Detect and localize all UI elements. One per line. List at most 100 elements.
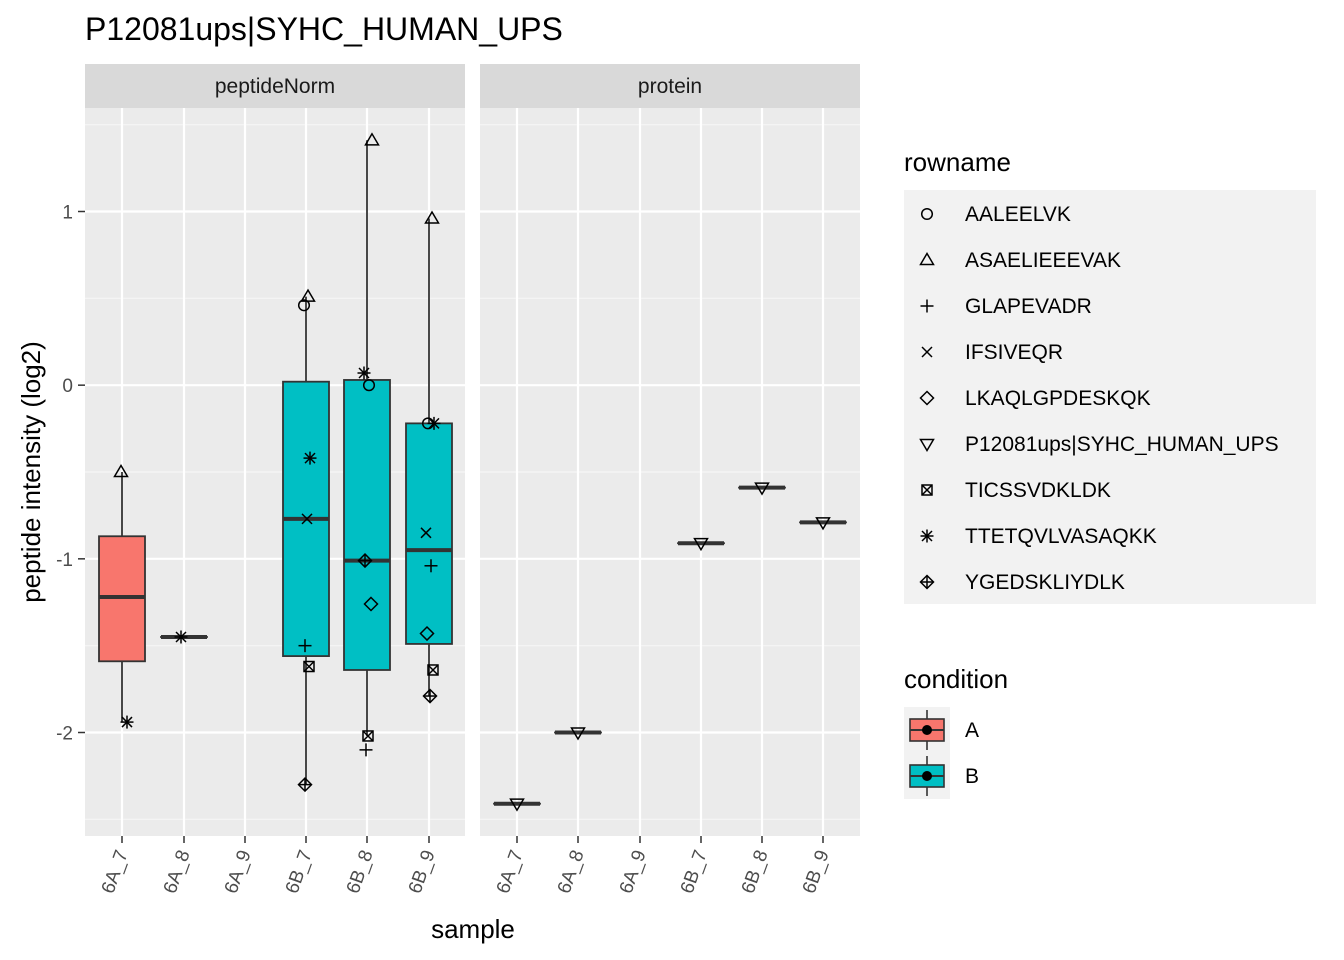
point-TTETQVLVASAQKK — [120, 715, 134, 729]
point-IFSIVEQR — [420, 527, 432, 539]
x-tick-label: 6A_7 — [98, 848, 133, 897]
legend-key — [909, 380, 945, 416]
point-ASAELIEEEVAK — [113, 464, 129, 478]
point-TTETQVLVASAQKK — [427, 416, 441, 430]
point-GLAPEVADR — [424, 559, 438, 573]
point-GLAPEVADR — [359, 743, 373, 757]
y-tick-label: 0 — [62, 376, 73, 397]
x-axis: 6A_7 6A_8 6A_9 6B_7 6B_8 6B_9 6A_7 6A_8 6A_9 6B_7… — [98, 836, 834, 896]
facet-panel-peptideNorm: peptideNorm — [85, 64, 465, 836]
point-TICSSVDKLDK-diag2 — [303, 660, 315, 673]
point-P12081ups-SYHC-HUMAN-UPS — [570, 727, 586, 741]
point-AALEELVK-circle — [362, 379, 376, 392]
facet-panel-protein: protein — [480, 64, 860, 836]
legend-symbol — [919, 574, 935, 590]
facet-strip — [85, 64, 465, 108]
point-YGEDSKLIYDLK — [297, 777, 313, 793]
legend-rowname-background — [904, 190, 1316, 604]
point-TICSSVDKLDK — [427, 664, 439, 676]
legend-condition-label: A — [965, 719, 979, 742]
point-TICSSVDKLDK-diag2 — [362, 730, 374, 742]
x-tick-label: 6B_8 — [738, 848, 773, 897]
point-TTETQVLVASAQKK-diag2 — [175, 631, 187, 643]
point-TTETQVLVASAQKK — [357, 366, 371, 380]
legend-rowname-label: TICSSVDKLDK — [965, 479, 1111, 502]
boxplot-peptideNorm-6B_9 — [405, 218, 453, 697]
boxplot-peptideNorm-6A_7 — [98, 472, 146, 723]
point-P12081ups-SYHC-HUMAN-UPS-triangle — [693, 537, 709, 552]
point-TICSSVDKLDK — [303, 660, 315, 673]
legend-condition-label: B — [965, 765, 979, 788]
x-tick-label: 6B_9 — [405, 848, 440, 897]
point-TICSSVDKLDK-square — [362, 730, 374, 742]
point-P12081ups-SYHC-HUMAN-UPS — [815, 517, 831, 531]
point-ASAELIEEEVAK-triangle — [424, 210, 440, 224]
legend-symbol — [921, 484, 933, 496]
legend-condition-key-B — [909, 756, 945, 796]
point-ASAELIEEEVAK — [424, 210, 440, 224]
legend-symbol-triangle — [919, 252, 935, 266]
y-tick-label: 1 — [62, 203, 73, 224]
legend-symbol — [921, 346, 933, 358]
legend-rowname-label: AALEELVK — [965, 203, 1071, 226]
x-tick-label: 6B_7 — [677, 848, 712, 897]
box-body — [343, 379, 391, 671]
legend-key — [909, 242, 945, 278]
point-P12081ups-SYHC-HUMAN-UPS-triangle — [754, 482, 770, 496]
legend-rowname: rowname AALEELVK ASAELIEEEVAK GLAPEVADR IFS… — [904, 147, 1316, 604]
legend-symbol-triangle — [919, 438, 935, 452]
legend-symbol — [920, 299, 934, 313]
point-ASAELIEEEVAK — [364, 132, 380, 146]
point-P12081ups-SYHC-HUMAN-UPS — [509, 798, 525, 812]
legend-symbol-diag2 — [921, 484, 933, 496]
x-tick-label: 6A_8 — [554, 848, 589, 897]
legend-key — [909, 426, 945, 462]
boxplot-peptideNorm-6B_7 — [282, 296, 330, 785]
facet-panels: peptideNorm protein — [85, 64, 860, 836]
point-IFSIVEQR-diag2 — [301, 513, 313, 525]
x-tick-label: 6B_9 — [799, 848, 834, 897]
legend-symbol — [920, 207, 934, 221]
x-tick-label: 6A_8 — [160, 848, 195, 897]
legend-symbol — [919, 438, 935, 452]
point-AALEELVK — [297, 299, 311, 312]
point-IFSIVEQR-diag2 — [420, 527, 432, 539]
facet-strip-label: protein — [638, 75, 702, 98]
point-YGEDSKLIYDLK — [422, 688, 438, 704]
point-TTETQVLVASAQKK-diag2 — [358, 367, 370, 379]
point-GLAPEVADR — [298, 639, 312, 653]
legend-rowname-label: P12081ups|SYHC_HUMAN_UPS — [965, 433, 1279, 456]
legend-symbol-square — [921, 484, 933, 496]
point-P12081ups-SYHC-HUMAN-UPS-triangle — [570, 727, 586, 741]
point-P12081ups-SYHC-HUMAN-UPS-triangle — [815, 517, 831, 531]
point-YGEDSKLIYDLK — [357, 553, 373, 569]
facet-strip — [480, 64, 860, 108]
legend-condition-key-A — [909, 710, 945, 750]
boxplots — [98, 140, 847, 806]
legend-rowname-label: YGEDSKLIYDLK — [965, 571, 1125, 594]
point-LKAQLGPDESKQK — [419, 625, 435, 642]
point-AALEELVK — [362, 379, 376, 392]
point-TICSSVDKLDK-diag2 — [427, 664, 439, 676]
box-body — [405, 422, 453, 645]
legend-symbol — [919, 252, 935, 266]
legend-rowname-label: TTETQVLVASAQKK — [965, 525, 1157, 548]
y-tick-label: -2 — [56, 724, 73, 745]
legend-rowname-label: LKAQLGPDESKQK — [965, 387, 1151, 410]
legend-dot — [922, 771, 932, 781]
legend-symbol-diamond — [919, 390, 935, 406]
legend-symbol — [919, 390, 935, 406]
data-points — [113, 132, 831, 812]
point-TICSSVDKLDK — [362, 730, 374, 742]
legend-symbol-diag2 — [921, 530, 933, 542]
point-IFSIVEQR — [301, 513, 313, 525]
x-tick-label: 6B_7 — [282, 848, 317, 897]
x-tick-label: 6A_9 — [616, 848, 651, 897]
point-TTETQVLVASAQKK-diag2 — [121, 716, 133, 728]
y-tick-label: -1 — [56, 550, 73, 571]
x-axis-title: sample — [431, 914, 515, 944]
point-ASAELIEEEVAK-triangle — [113, 464, 129, 478]
point-TTETQVLVASAQKK — [174, 630, 188, 644]
point-ASAELIEEEVAK-triangle — [364, 132, 380, 146]
